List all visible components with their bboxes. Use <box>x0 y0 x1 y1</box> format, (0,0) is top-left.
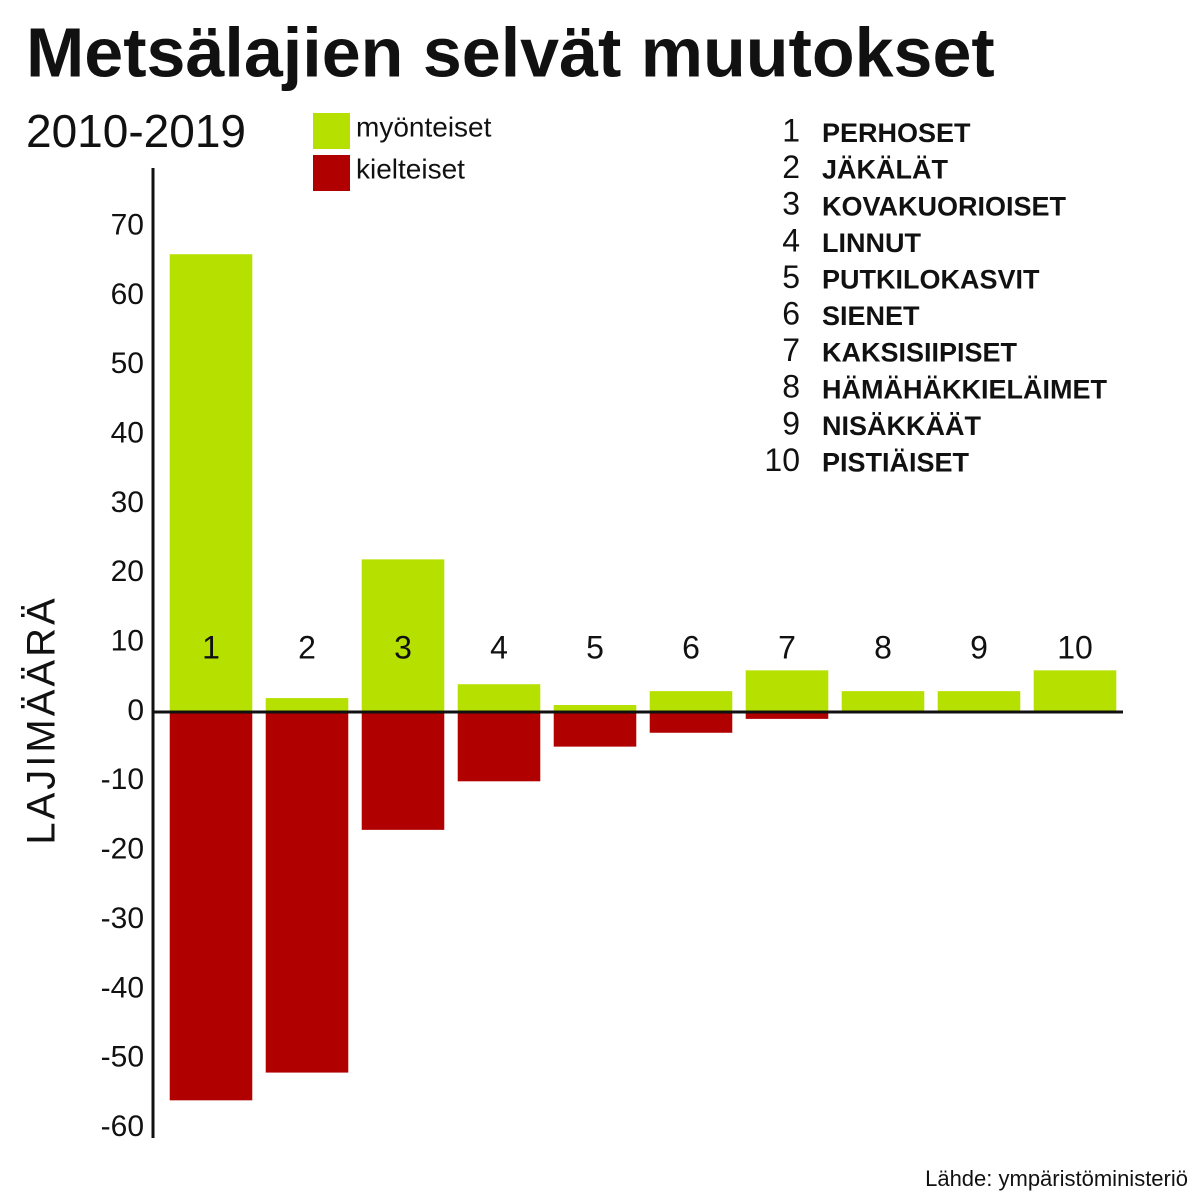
bar <box>745 670 829 712</box>
legend-label: myönteiset <box>356 111 492 142</box>
key-number: 8 <box>782 369 800 405</box>
key-name: KAKSISIIPISET <box>822 338 1018 368</box>
bar <box>265 698 349 712</box>
x-tick-label: 3 <box>394 629 412 665</box>
bar <box>169 254 253 712</box>
source: Lähde: ympäristöministeriö <box>925 1166 1188 1191</box>
key-name: PERHOSET <box>822 118 971 148</box>
bar <box>361 711 445 830</box>
x-tick-label: 7 <box>778 629 796 665</box>
legend-swatch <box>313 155 350 191</box>
x-tick-label: 8 <box>874 629 892 665</box>
key-number: 3 <box>782 186 800 222</box>
bar <box>169 711 253 1101</box>
key-name: HÄMÄHÄKKIELÄIMET <box>822 374 1107 404</box>
bar <box>937 691 1021 712</box>
key-name: JÄKÄLÄT <box>822 155 949 185</box>
y-tick-label: 0 <box>127 694 144 727</box>
y-tick-label: 50 <box>111 347 144 380</box>
bar <box>649 691 733 712</box>
key-number: 2 <box>782 149 800 185</box>
bar <box>457 684 541 712</box>
legend-swatch <box>313 113 350 149</box>
y-tick-label: -60 <box>101 1110 144 1143</box>
y-tick-label: 60 <box>111 278 144 311</box>
x-tick-label: 9 <box>970 629 988 665</box>
chart-title: Metsälajien selvät muutokset <box>26 13 995 91</box>
y-tick-label: -40 <box>101 971 144 1004</box>
y-tick-label: 30 <box>111 486 144 519</box>
key-name: SIENET <box>822 301 920 331</box>
y-axis-label: LAJIMÄÄRÄ <box>20 595 64 844</box>
key-name: NISÄKKÄÄT <box>822 411 982 441</box>
key-number: 5 <box>782 259 800 295</box>
key-name: PISTIÄISET <box>822 448 970 478</box>
y-tick-label: -30 <box>101 902 144 935</box>
bar <box>553 711 637 747</box>
y-tick-label: 20 <box>111 555 144 588</box>
x-tick-label: 6 <box>682 629 700 665</box>
bar <box>553 705 637 712</box>
x-tick-label: 2 <box>298 629 316 665</box>
bar <box>745 711 829 719</box>
x-tick-label: 5 <box>586 629 604 665</box>
bar <box>649 711 733 733</box>
legend-label: kielteiset <box>356 153 465 184</box>
y-tick-label: 40 <box>111 416 144 449</box>
key-name: KOVAKUORIOISET <box>822 191 1067 221</box>
x-tick-label: 10 <box>1057 629 1093 665</box>
x-tick-label: 1 <box>202 629 220 665</box>
bar <box>457 711 541 782</box>
key-number: 1 <box>782 112 800 148</box>
y-tick-label: -10 <box>101 763 144 796</box>
bar <box>265 711 349 1073</box>
bar <box>361 559 445 712</box>
y-tick-label: -20 <box>101 833 144 866</box>
x-tick-label: 4 <box>490 629 508 665</box>
key-number: 4 <box>782 222 800 258</box>
y-tick-label: -50 <box>101 1041 144 1074</box>
key-name: LINNUT <box>822 228 921 258</box>
y-tick-label: 70 <box>111 208 144 241</box>
bar <box>1033 670 1117 712</box>
key-number: 9 <box>782 405 800 441</box>
y-tick-label: 10 <box>111 625 144 658</box>
key-number: 6 <box>782 295 800 331</box>
bar <box>841 691 925 712</box>
key-number: 10 <box>764 442 800 478</box>
key-number: 7 <box>782 332 800 368</box>
chart-subtitle: 2010-2019 <box>26 105 246 157</box>
key-name: PUTKILOKASVIT <box>822 265 1040 295</box>
